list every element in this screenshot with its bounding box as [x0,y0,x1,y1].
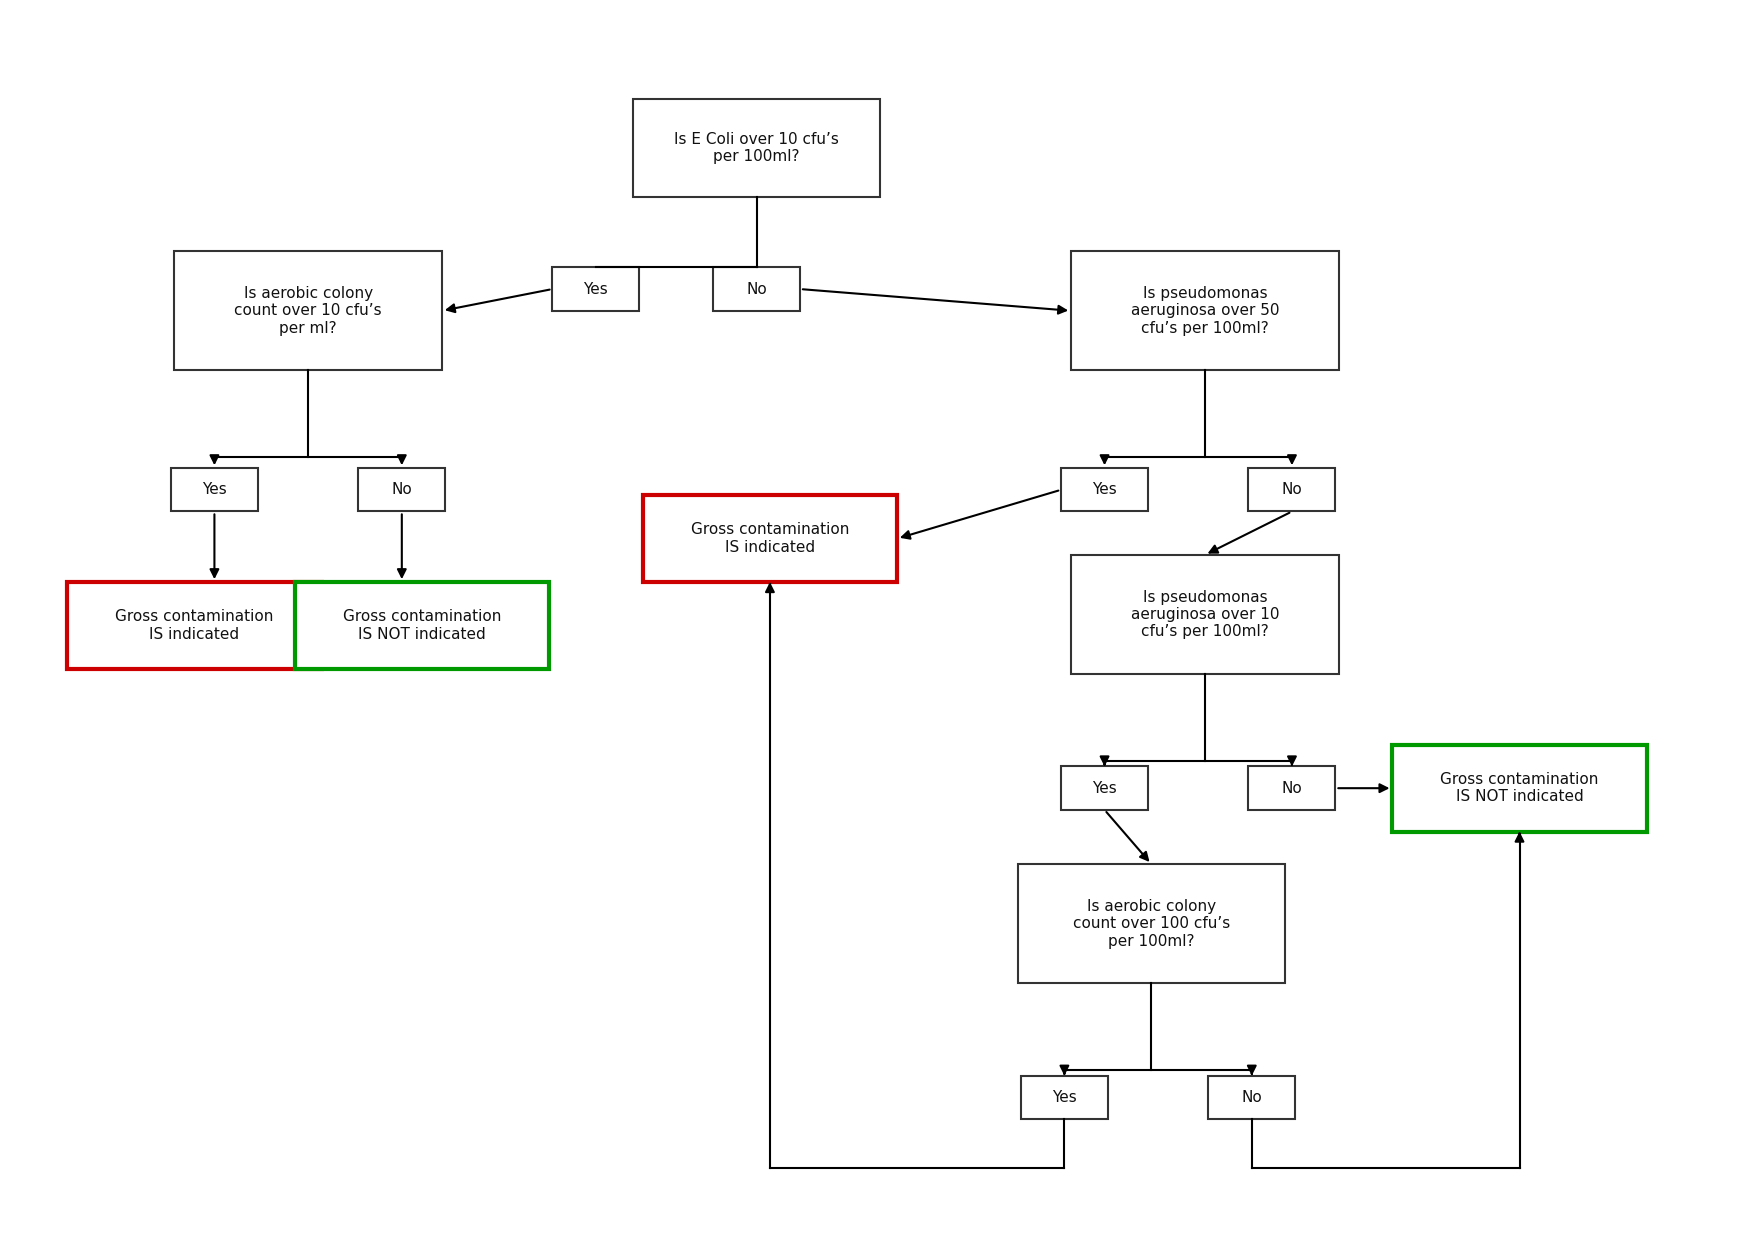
Bar [170,467,258,511]
Text: No: No [1282,781,1301,796]
Bar [553,268,640,311]
Bar [1072,250,1338,371]
Bar [1249,467,1335,511]
Text: Yes: Yes [1093,781,1117,796]
Bar [1393,745,1647,832]
Text: No: No [1282,482,1301,497]
Text: Yes: Yes [1093,482,1117,497]
Text: Gross contamination
IS indicated: Gross contamination IS indicated [691,522,849,554]
Bar [1021,1076,1109,1120]
Text: Yes: Yes [1052,1090,1077,1105]
Bar [1061,766,1149,810]
Bar [67,582,321,668]
Text: Is aerobic colony
count over 10 cfu’s
per ml?: Is aerobic colony count over 10 cfu’s pe… [235,286,382,336]
Text: No: No [745,281,766,296]
Bar [1072,554,1338,675]
Text: Is pseudomonas
aeruginosa over 10
cfu’s per 100ml?: Is pseudomonas aeruginosa over 10 cfu’s … [1131,590,1279,640]
Bar [1017,864,1286,983]
Bar [1209,1076,1294,1120]
Bar [642,495,896,582]
Text: Gross contamination
IS NOT indicated: Gross contamination IS NOT indicated [342,609,502,641]
Text: No: No [1242,1090,1263,1105]
Bar [1249,766,1335,810]
Text: No: No [391,482,412,497]
Text: Is E Coli over 10 cfu’s
per 100ml?: Is E Coli over 10 cfu’s per 100ml? [674,131,838,164]
Text: Yes: Yes [584,281,609,296]
Text: Is pseudomonas
aeruginosa over 50
cfu’s per 100ml?: Is pseudomonas aeruginosa over 50 cfu’s … [1131,286,1279,336]
Text: Yes: Yes [202,482,226,497]
Text: Is aerobic colony
count over 100 cfu’s
per 100ml?: Is aerobic colony count over 100 cfu’s p… [1073,899,1230,949]
Text: Gross contamination
IS indicated: Gross contamination IS indicated [116,609,274,641]
Bar [174,250,442,371]
Text: Gross contamination
IS NOT indicated: Gross contamination IS NOT indicated [1440,773,1598,805]
Bar [1061,467,1149,511]
Bar [633,99,881,197]
Bar [358,467,446,511]
Bar [714,268,800,311]
Bar [295,582,549,668]
